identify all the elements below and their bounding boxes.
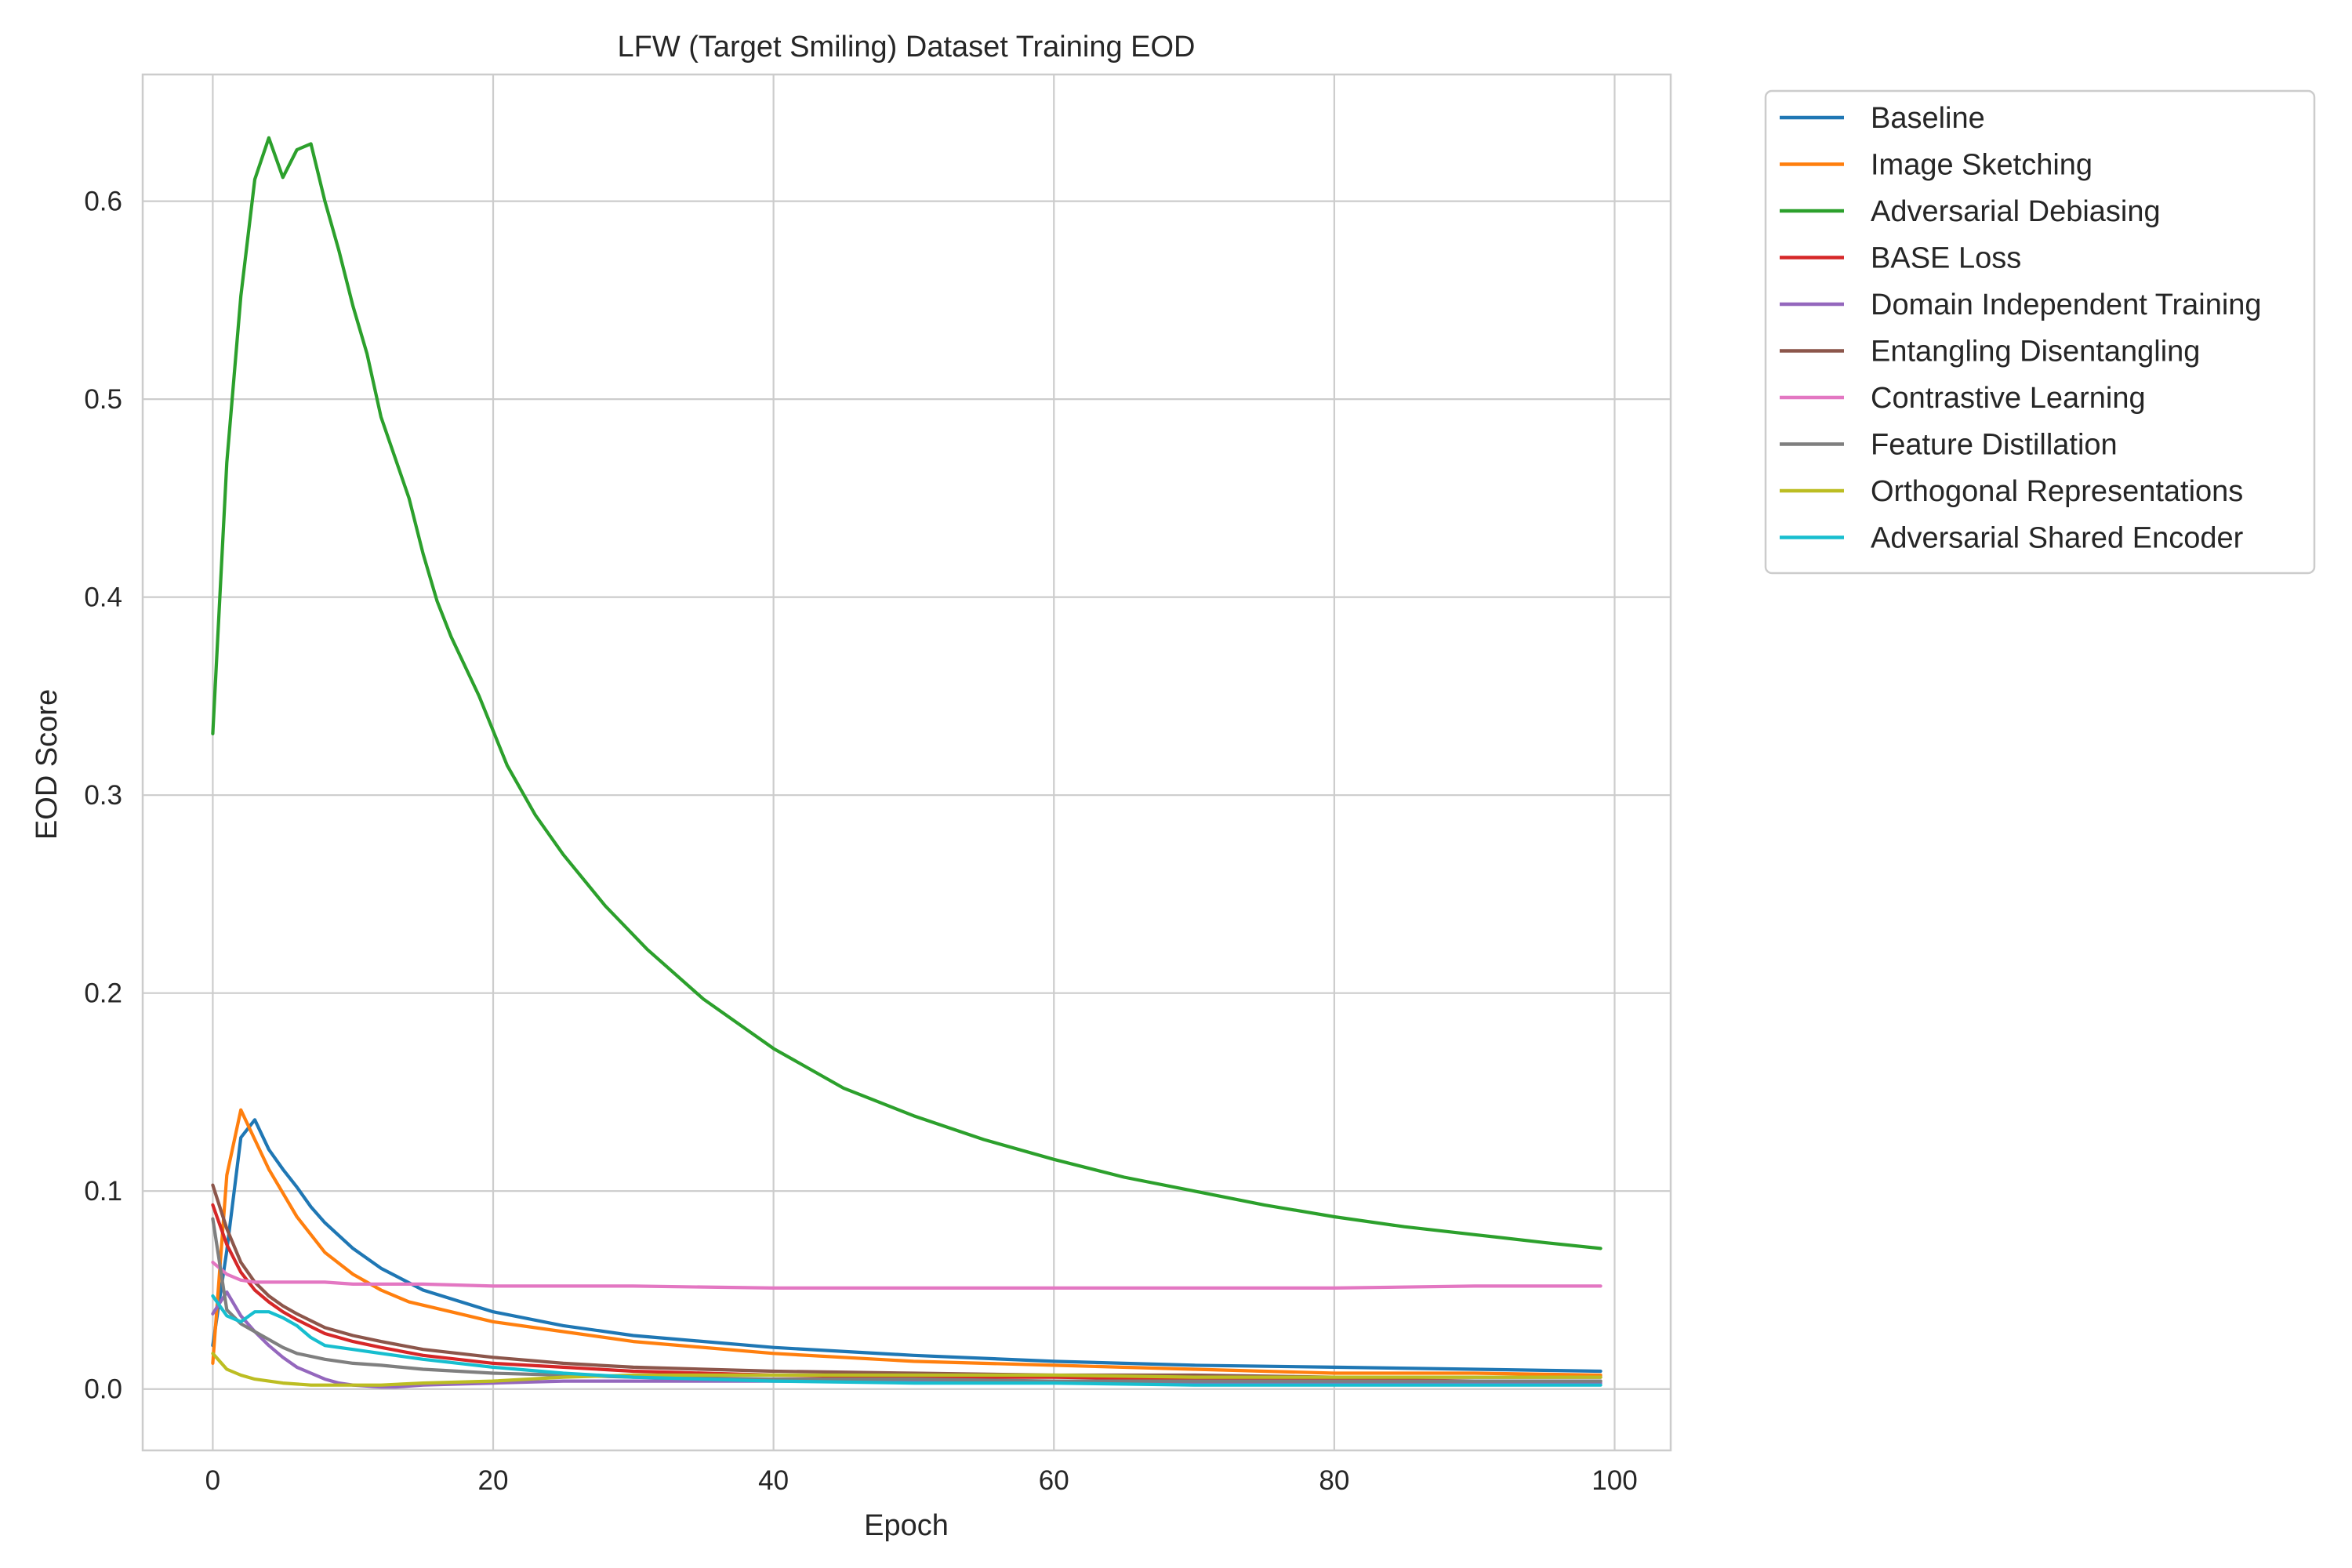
legend-label: Entangling Disentangling xyxy=(1871,336,2200,368)
series-line-orthogonal-representations xyxy=(211,1352,1602,1387)
x-tick-label: 80 xyxy=(1319,1465,1349,1496)
chart-title: LFW (Target Smiling) Dataset Training EO… xyxy=(617,31,1195,64)
y-axis-ticks: 0.0 0.1 0.2 0.3 0.4 0.5 0.6 xyxy=(84,187,122,1405)
series-line-adversarial-shared-encoder xyxy=(211,1294,1602,1387)
x-tick-label: 100 xyxy=(1592,1465,1637,1496)
series-line-baseline xyxy=(211,1118,1602,1374)
series-line-contrastive-learning xyxy=(211,1260,1602,1290)
legend-label: Baseline xyxy=(1871,102,1985,135)
legend-label: Feature Distillation xyxy=(1871,429,2118,462)
x-tick-label: 60 xyxy=(1039,1465,1069,1496)
legend-label: BASE Loss xyxy=(1871,242,2021,275)
legend-label: Orthogonal Representations xyxy=(1871,475,2243,508)
series-line-base-loss xyxy=(211,1203,1602,1383)
series-line-entangling-disentangling xyxy=(211,1183,1602,1379)
grid-lines xyxy=(143,74,1671,1450)
y-tick-label: 0.0 xyxy=(84,1374,122,1405)
y-tick-label: 0.5 xyxy=(84,384,122,415)
y-tick-label: 0.6 xyxy=(84,187,122,217)
y-tick-label: 0.3 xyxy=(84,780,122,811)
legend-label: Adversarial Shared Encoder xyxy=(1871,522,2244,555)
plot-series xyxy=(211,136,1602,1389)
series-line-image-sketching xyxy=(211,1108,1602,1377)
legend-label: Domain Independent Training xyxy=(1871,289,2262,321)
legend-label: Adversarial Debiasing xyxy=(1871,195,2161,228)
plot-frame xyxy=(141,73,1672,1452)
y-tick-label: 0.1 xyxy=(84,1176,122,1207)
series-line-adversarial-debiasing xyxy=(211,136,1602,1250)
x-axis-label: Epoch xyxy=(864,1509,949,1542)
x-tick-label: 0 xyxy=(205,1465,220,1496)
legend-label: Contrastive Learning xyxy=(1871,382,2146,415)
legend-box xyxy=(1764,89,2316,575)
x-axis-ticks: 0 20 40 60 80 100 xyxy=(205,1465,1638,1496)
x-tick-label: 40 xyxy=(758,1465,789,1496)
y-tick-label: 0.4 xyxy=(84,583,122,613)
y-tick-label: 0.2 xyxy=(84,978,122,1009)
series-line-feature-distillation xyxy=(211,1217,1602,1383)
legend: Baseline Image Sketching Adversarial Debia… xyxy=(1764,89,2316,575)
legend-label: Image Sketching xyxy=(1871,149,2092,182)
y-axis-label: EOD Score xyxy=(31,689,64,840)
x-tick-label: 20 xyxy=(478,1465,509,1496)
